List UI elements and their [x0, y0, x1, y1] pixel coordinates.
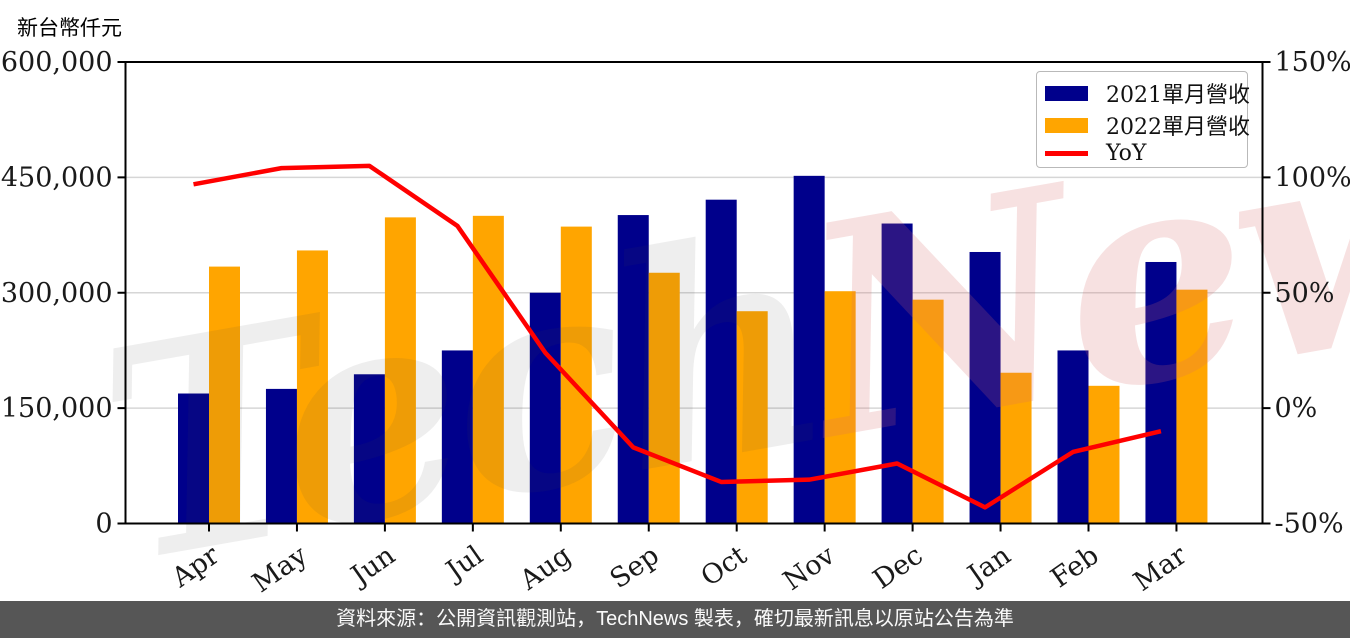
bar-Nov	[824, 291, 856, 524]
bar-Jun	[384, 217, 416, 524]
legend-swatch-2021-bar	[1045, 85, 1088, 101]
legend-label-yoy: YoY	[1106, 141, 1147, 166]
left-axis-tick-label: 600,000	[1, 47, 113, 78]
legend-item-yoy: YoY	[1045, 141, 1239, 166]
x-axis-month-label: Feb	[1045, 540, 1104, 594]
legend-swatch-2022-bar	[1045, 117, 1088, 133]
bar-Jan	[969, 251, 1001, 524]
bar-Dec	[881, 223, 913, 524]
bar-Nov	[793, 175, 825, 524]
right-axis-tick-label: 50%	[1275, 278, 1335, 309]
left-axis-tick-label: 0	[95, 509, 112, 540]
x-axis-month-label: Jan	[960, 540, 1017, 593]
left-axis-tick-label: 450,000	[1, 162, 113, 193]
bar-Feb	[1088, 385, 1120, 524]
x-axis-month-label: Nov	[778, 539, 842, 596]
x-axis-month-label: Dec	[868, 540, 929, 596]
bar-Sep	[648, 272, 680, 524]
chart-title: 新台幣仟元	[17, 16, 122, 40]
legend-label-2021: 2021單月營收	[1106, 83, 1250, 108]
right-axis-tick-label: 100%	[1275, 162, 1350, 193]
legend-item-2021: 2021單月營收	[1045, 77, 1250, 109]
right-axis-tick-label: -50%	[1275, 509, 1344, 540]
bar-Mar	[1145, 261, 1177, 524]
bar-Mar	[1176, 289, 1208, 524]
bar-Oct	[736, 311, 768, 524]
legend-item-2022: 2022單月營收	[1045, 109, 1250, 141]
source-footer: 資料來源：公開資訊觀測站，TechNews 製表，確切最新訊息以原站公告為準	[0, 601, 1350, 638]
right-axis-tick-label: 0%	[1275, 393, 1318, 424]
bar-Jul	[441, 350, 473, 524]
x-axis-month-label: Sep	[605, 540, 665, 595]
chart-svg: TechNews0150,000300,000450,000600,000-50…	[1, 26, 1350, 601]
bars-2022	[209, 215, 1208, 524]
bar-Oct	[705, 199, 737, 524]
bar-Sep	[617, 215, 649, 524]
x-axis-month-label: Mar	[1128, 540, 1192, 598]
bar-Jan	[1000, 372, 1032, 524]
bar-Apr	[209, 266, 240, 524]
bar-Apr	[178, 393, 209, 524]
left-axis-tick-label: 300,000	[1, 278, 113, 309]
yoy-line	[193, 163, 1162, 510]
bar-Feb	[1057, 350, 1089, 524]
bar-Aug	[529, 292, 561, 524]
bar-Jun	[353, 374, 385, 524]
bar-May	[265, 388, 297, 524]
left-axis-tick-label: 150,000	[1, 393, 113, 424]
bars-2021	[178, 175, 1177, 524]
x-axis-month-label: Oct	[696, 540, 753, 593]
legend-swatch-yoy-line	[1045, 151, 1088, 156]
legend-label-2022: 2022單月營收	[1106, 115, 1250, 140]
legend: 2021單月營收 2022單月營收 YoY	[1036, 71, 1250, 168]
bar-May	[296, 250, 328, 524]
right-axis-tick-label: 150%	[1275, 47, 1350, 78]
